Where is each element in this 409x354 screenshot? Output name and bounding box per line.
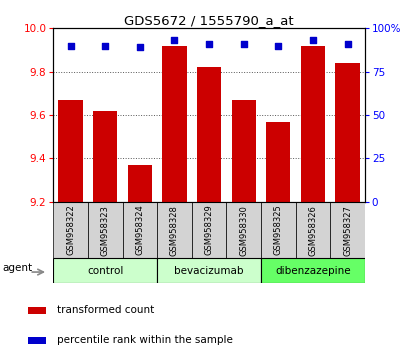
Bar <box>53 202 88 258</box>
Text: transformed count: transformed count <box>57 304 154 315</box>
Point <box>205 41 212 47</box>
Text: bevacizumab: bevacizumab <box>174 266 243 276</box>
Bar <box>196 67 221 202</box>
Point <box>67 43 74 48</box>
Text: GSM958328: GSM958328 <box>170 205 179 256</box>
Text: GSM958322: GSM958322 <box>66 205 75 256</box>
Bar <box>231 100 255 202</box>
Bar <box>261 258 364 283</box>
Bar <box>122 202 157 258</box>
Point <box>240 41 246 47</box>
Text: GSM958329: GSM958329 <box>204 205 213 256</box>
Text: control: control <box>87 266 123 276</box>
Point <box>171 38 178 43</box>
Bar <box>261 202 295 258</box>
Bar <box>191 202 226 258</box>
Bar <box>128 165 152 202</box>
Point <box>274 43 281 48</box>
Bar <box>300 46 324 202</box>
Bar <box>28 337 46 344</box>
Bar <box>335 63 359 202</box>
Text: percentile rank within the sample: percentile rank within the sample <box>57 335 233 345</box>
Title: GDS5672 / 1555790_a_at: GDS5672 / 1555790_a_at <box>124 14 293 27</box>
Point <box>309 38 315 43</box>
Text: agent: agent <box>3 263 33 273</box>
Bar <box>157 202 191 258</box>
Text: dibenzazepine: dibenzazepine <box>274 266 350 276</box>
Text: GSM958326: GSM958326 <box>308 205 317 256</box>
Bar <box>53 258 157 283</box>
Bar <box>157 258 261 283</box>
Text: GSM958325: GSM958325 <box>273 205 282 256</box>
Bar <box>28 307 46 314</box>
Text: GSM958330: GSM958330 <box>238 205 247 256</box>
Bar <box>295 202 330 258</box>
Bar <box>58 100 83 202</box>
Bar <box>330 202 364 258</box>
Bar <box>226 202 261 258</box>
Point <box>136 45 143 50</box>
Text: GSM958327: GSM958327 <box>342 205 351 256</box>
Text: GSM958323: GSM958323 <box>101 205 110 256</box>
Point <box>344 41 350 47</box>
Bar <box>88 202 122 258</box>
Text: GSM958324: GSM958324 <box>135 205 144 256</box>
Point <box>102 43 108 48</box>
Bar <box>162 46 186 202</box>
Bar <box>265 121 290 202</box>
Bar <box>93 111 117 202</box>
